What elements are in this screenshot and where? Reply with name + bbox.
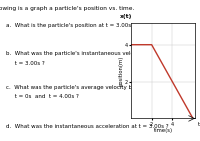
Y-axis label: position(m): position(m) — [118, 55, 123, 86]
Text: x(t): x(t) — [119, 14, 132, 19]
Text: t = 0s  and  t = 4.00s ?: t = 0s and t = 4.00s ? — [6, 94, 79, 99]
Text: c.  What was the particle's average velocity between: c. What was the particle's average veloc… — [6, 85, 152, 90]
Text: a.  What is the particle's position at t = 3.00s ?: a. What is the particle's position at t … — [6, 23, 136, 27]
Text: t: t — [198, 122, 200, 127]
Text: d.  What was the instantaneous acceleration at t = 3.00s ?: d. What was the instantaneous accelerati… — [6, 124, 169, 129]
X-axis label: time(s): time(s) — [153, 128, 173, 133]
Text: The following is a graph a particle's position vs. time.: The following is a graph a particle's po… — [0, 6, 135, 11]
Text: b.  What was the particle's instantaneous velocity at: b. What was the particle's instantaneous… — [6, 51, 151, 56]
Text: t = 3.00s ?: t = 3.00s ? — [6, 61, 45, 66]
